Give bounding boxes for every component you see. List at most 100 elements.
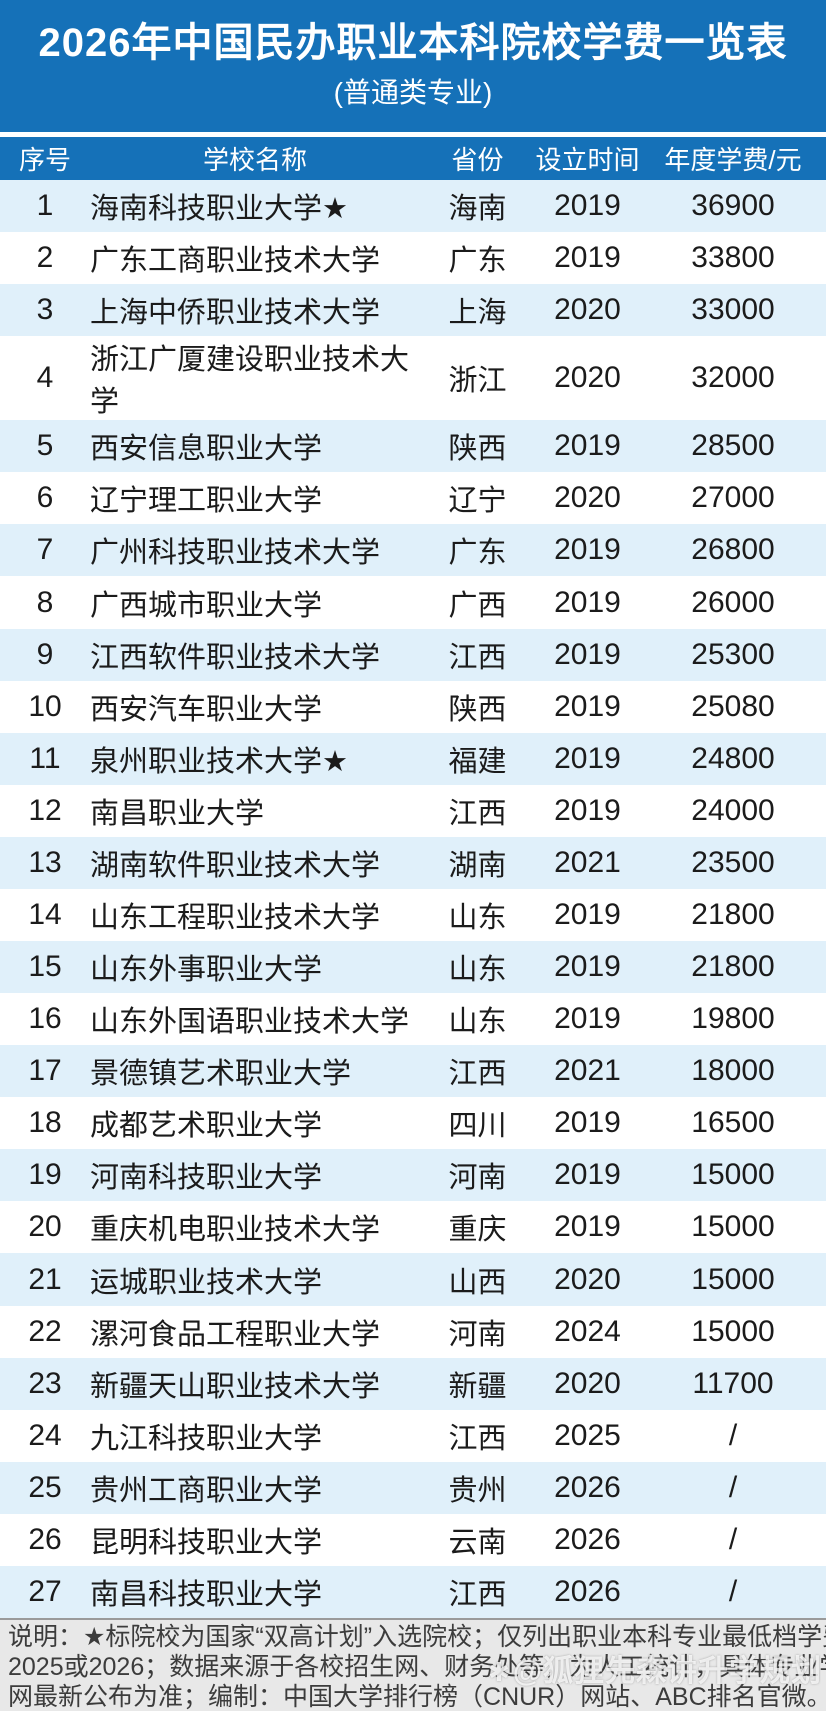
school-name: 景德镇艺术职业大学 [90,1058,352,1091]
school-name: 新疆天山职业技术大学 [90,1370,381,1403]
table-row: 2 广东工商职业技术大学 广东 2019 33800 [0,232,826,285]
row-index: 2 [36,241,54,275]
row-index: 27 [28,1574,62,1608]
row-index: 8 [36,585,54,619]
school-name: 西安信息职业大学 [90,433,323,466]
tuition-fee: 25080 [691,689,775,723]
row-index: 16 [28,1002,62,1036]
tuition-fee: 32000 [691,361,775,395]
province: 河南 [448,1318,507,1351]
school-name: 广东工商职业技术大学 [90,245,381,278]
province: 广西 [448,589,507,622]
established-year: 2019 [554,1106,621,1140]
row-index: 12 [28,793,62,827]
school-name: 贵州工商职业大学 [90,1474,323,1507]
row-index: 9 [36,637,54,671]
province: 湖南 [448,849,507,882]
column-header-fee: 年度学费/元 [664,145,802,175]
province: 江西 [448,1578,507,1611]
school-name: 山东外国语职业技术大学 [90,1006,410,1039]
established-year: 2019 [554,585,621,619]
established-year: 2024 [554,1314,621,1348]
school-name: 江西软件职业技术大学 [90,641,381,674]
province: 重庆 [448,1214,507,1247]
footer-line-3: 网最新公布为准； 编制：中国大学排行榜（CNUR）网站、ABC排名官微。 [8,1682,826,1712]
table-row: 4 浙江广厦建设职业技术大学 浙江 2020 32000 [0,336,826,421]
school-name: 海南科技职业大学★ [90,193,348,226]
row-index: 5 [36,429,54,463]
table-row: 7 广州科技职业技术大学 广东 2019 26800 [0,524,826,577]
tuition-fee: 15000 [691,1314,775,1348]
established-year: 2019 [554,897,621,931]
row-index: 4 [36,361,54,395]
column-header-school: 学校名称 [202,145,307,175]
row-index: 22 [28,1314,62,1348]
province: 新疆 [448,1370,507,1403]
title-block: 2026年中国民办职业本科院校学费一览表 (普通类专业) [0,0,826,132]
row-index: 24 [28,1418,62,1452]
province: 河南 [448,1162,507,1195]
province: 云南 [448,1526,507,1559]
row-index: 19 [28,1158,62,1192]
established-year: 2021 [554,845,621,879]
column-header-province: 省份 [451,145,504,175]
table-row: 5 西安信息职业大学 陕西 2019 28500 [0,420,826,473]
school-name: 广州科技职业技术大学 [90,537,381,570]
established-year: 2019 [554,189,621,223]
province: 山西 [448,1266,507,1299]
row-index: 7 [36,533,54,567]
footer-credit: 编制：中国大学排行榜（CNUR）网站、ABC排名官微。 [208,1683,826,1711]
school-name: 昆明科技职业大学 [90,1526,323,1559]
province: 广东 [448,537,507,570]
tuition-fee: 19800 [691,1002,775,1036]
footer-line-3-left: 网最新公布为准； [8,1683,209,1711]
tuition-fee: 24000 [691,793,775,827]
school-name: 河南科技职业大学 [90,1162,323,1195]
province: 山东 [448,954,507,987]
table-row: 10 西安汽车职业大学 陕西 2019 25080 [0,680,826,733]
row-index: 15 [28,950,62,984]
province: 广东 [448,245,507,278]
established-year: 2019 [554,1002,621,1036]
tuition-fee: / [728,1574,738,1608]
established-year: 2019 [554,950,621,984]
established-year: 2019 [554,241,621,275]
row-index: 21 [28,1262,62,1296]
established-year: 2019 [554,637,621,671]
province: 山东 [448,901,507,934]
table-row: 18 成都艺术职业大学 四川 2019 16500 [0,1097,826,1150]
table-row: 24 九江科技职业大学 江西 2025 / [0,1409,826,1462]
established-year: 2020 [554,361,621,395]
row-index: 25 [28,1470,62,1504]
table-row: 1 海南科技职业大学★ 海南 2019 36900 [0,180,826,233]
tuition-fee: 24800 [691,741,775,775]
row-index: 1 [36,189,54,223]
tuition-fee: 15000 [691,1262,775,1296]
province: 福建 [448,745,507,778]
school-name: 泉州职业技术大学★ [90,745,348,778]
established-year: 2026 [554,1470,621,1504]
established-year: 2020 [554,293,621,327]
tuition-fee: 16500 [691,1106,775,1140]
tuition-fee: / [728,1522,738,1556]
row-index: 26 [28,1522,62,1556]
tuition-fee: 26800 [691,533,775,567]
page-title: 2026年中国民办职业本科院校学费一览表 [38,21,788,65]
established-year: 2020 [554,481,621,515]
established-year: 2026 [554,1522,621,1556]
table-row: 8 广西城市职业大学 广西 2019 26000 [0,576,826,629]
established-year: 2019 [554,793,621,827]
province: 海南 [448,193,507,226]
table-row: 13 湖南软件职业技术大学 湖南 2021 23500 [0,836,826,889]
province: 江西 [448,797,507,830]
table-column-header: 序号 学校名称 省份 设立时间 年度学费/元 [0,137,826,180]
tuition-fee: 33000 [691,293,775,327]
established-year: 2026 [554,1574,621,1608]
established-year: 2025 [554,1418,621,1452]
school-name: 辽宁理工职业大学 [90,485,323,518]
tuition-fee: 11700 [692,1366,774,1400]
province: 辽宁 [448,485,507,518]
established-year: 2019 [554,689,621,723]
school-name: 上海中侨职业技术大学 [90,297,381,330]
